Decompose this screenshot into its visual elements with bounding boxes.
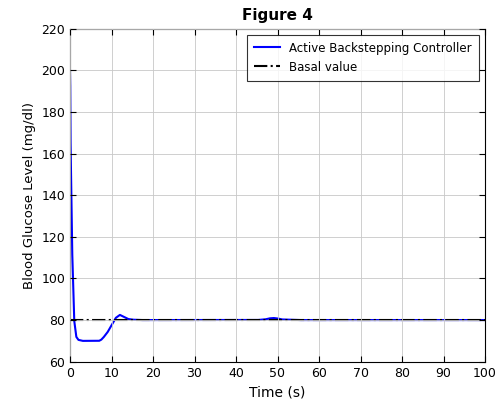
Active Backstepping Controller xyxy=(67,68,73,73)
Active Backstepping Controller xyxy=(455,318,461,323)
Active Backstepping Controller xyxy=(170,318,176,323)
X-axis label: Time (s): Time (s) xyxy=(250,385,306,399)
Title: Figure 4: Figure 4 xyxy=(242,9,313,23)
Legend: Active Backstepping Controller, Basal value: Active Backstepping Controller, Basal va… xyxy=(247,35,479,81)
Line: Active Backstepping Controller: Active Backstepping Controller xyxy=(70,70,485,341)
Active Backstepping Controller xyxy=(318,318,324,323)
Active Backstepping Controller xyxy=(80,338,86,343)
Active Backstepping Controller xyxy=(364,318,370,323)
Y-axis label: Blood Glucose Level (mg/dl): Blood Glucose Level (mg/dl) xyxy=(22,102,36,289)
Basal value xyxy=(67,318,73,323)
Basal value xyxy=(71,318,77,323)
Active Backstepping Controller xyxy=(264,316,270,321)
Active Backstepping Controller xyxy=(482,318,488,323)
Active Backstepping Controller xyxy=(334,318,340,323)
